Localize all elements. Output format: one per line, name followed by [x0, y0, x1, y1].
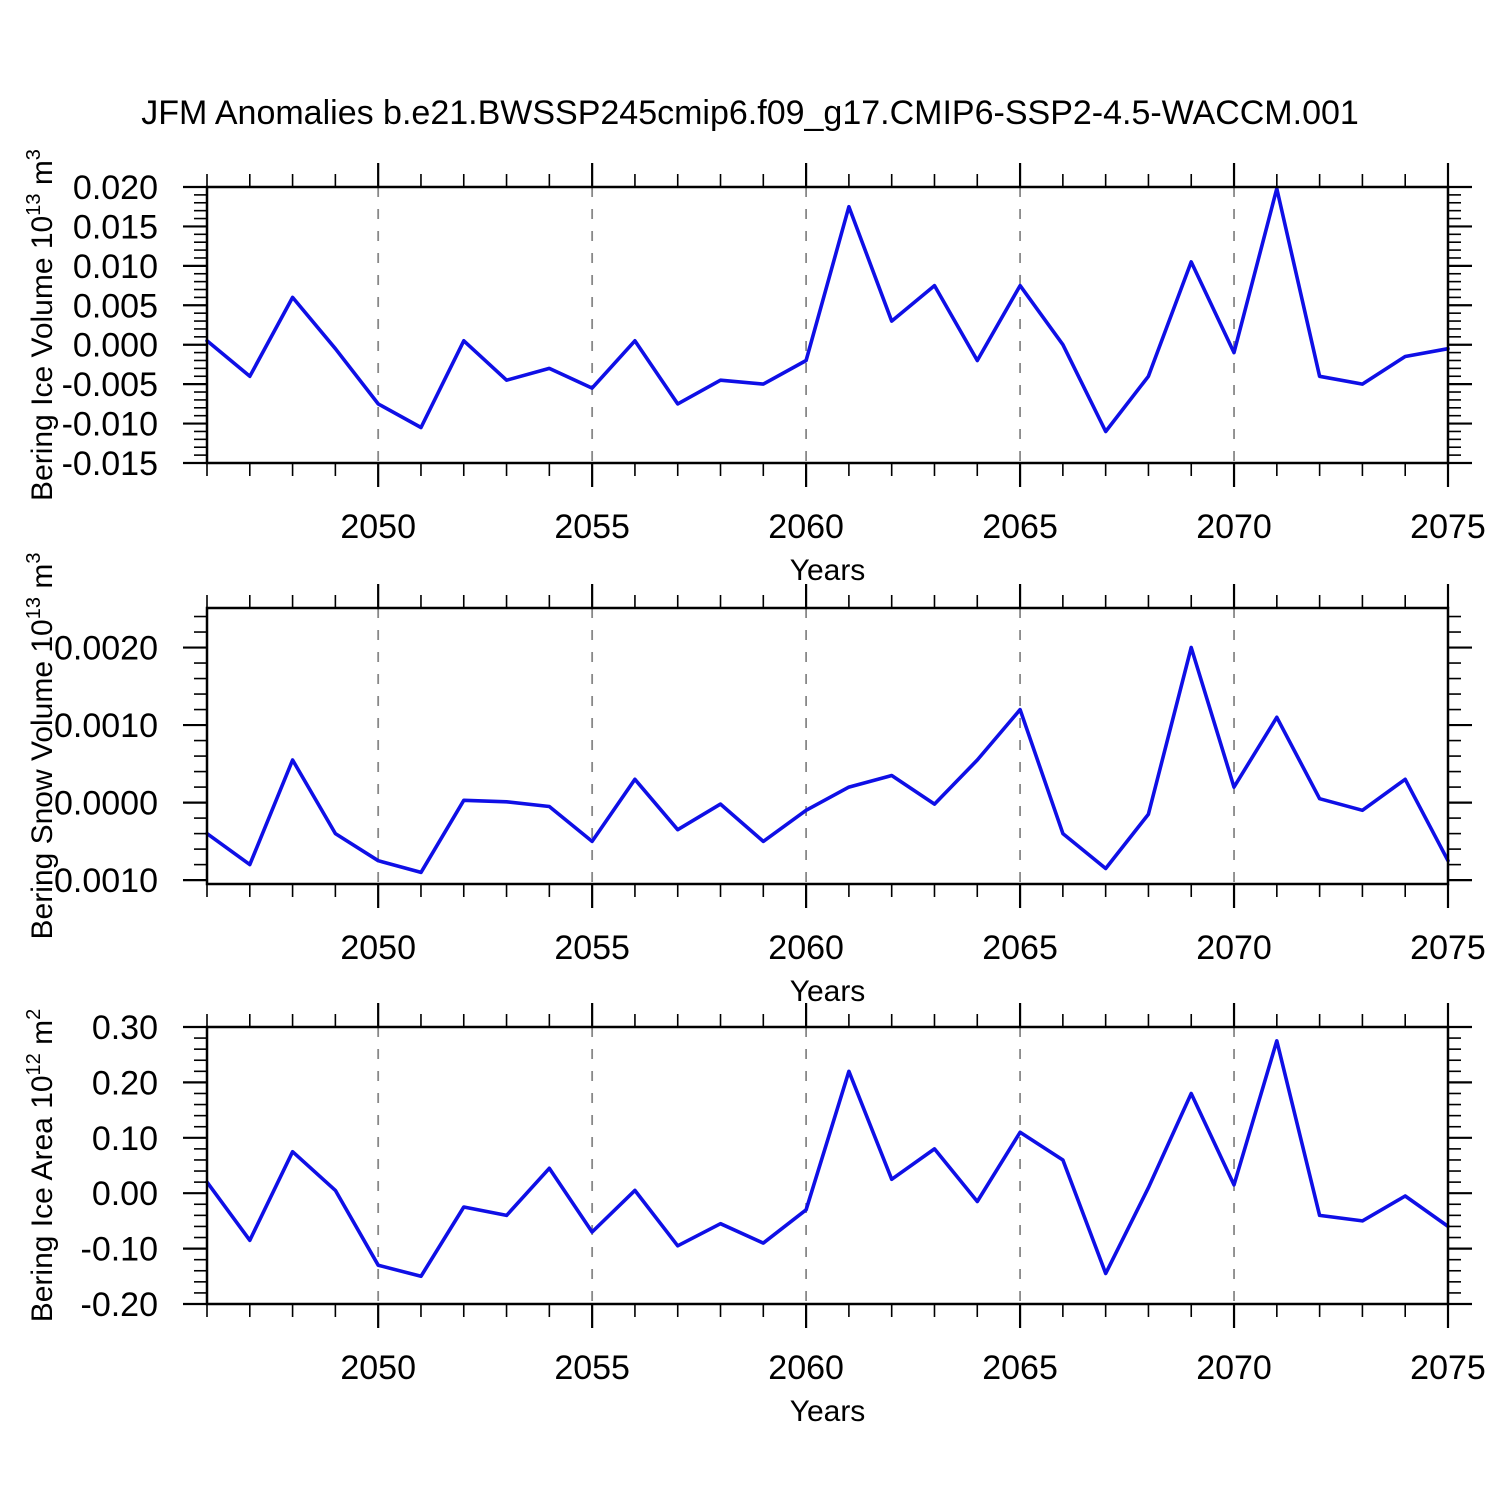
x-tick-label: 2050	[340, 508, 416, 546]
panel-frame	[205, 606, 1450, 886]
panel-bering-ice-volume: 2050 2055 2060 2065 2070 2075Years0.0200.0150…	[23, 149, 1486, 587]
y-tick-label: -0.0010	[43, 862, 158, 900]
x-tick-label: 2070	[1196, 508, 1272, 546]
x-tick-label: 2075	[1410, 929, 1486, 967]
x-tick-label: 2055	[554, 1349, 630, 1387]
panel-bering-ice-area: 2050 2055 2060 2065 2070 2075 Years 0.30 0.20 0.1…	[23, 1003, 1486, 1428]
x-tick-label: 2075	[1410, 508, 1486, 546]
x-axis-title: Years	[790, 1395, 866, 1428]
data-series-line-bering-ice-area	[205, 1039, 1450, 1279]
x-tick-label: 2060	[768, 929, 844, 967]
y-tick-label: 0.010	[73, 248, 158, 286]
x-tick-label: 2050	[340, 1349, 416, 1387]
y-axis-title: Bering Ice Volume 1013 m3	[23, 149, 59, 501]
y-tick-label: 0.00	[92, 1175, 158, 1213]
y-axis-title: Bering Ice Area 1012 m2	[23, 1009, 59, 1323]
y-tick-label: 0.30	[92, 1009, 158, 1047]
x-tick-label: 2050	[340, 929, 416, 967]
x-tick-label: 2055	[554, 929, 630, 967]
y-tick-label: 0.005	[73, 287, 158, 325]
x-tick-label: 2055	[554, 508, 630, 546]
y-tick-label: -0.015	[62, 445, 158, 483]
y-tick-label: -0.10	[81, 1231, 159, 1269]
x-tick-label: 2065	[982, 508, 1058, 546]
x-axis-title: Years	[790, 975, 866, 1008]
x-tick-label: 2075	[1410, 1349, 1486, 1387]
y-axis-title: Bering Snow Volume 1013 m3	[23, 553, 59, 940]
x-axis-title: Years	[790, 554, 866, 587]
y-tick-label: 0.10	[92, 1120, 158, 1158]
x-tick-label: 2060	[768, 508, 844, 546]
x-tick-label: 2065	[982, 929, 1058, 967]
y-tick-label: 0.0010	[54, 707, 158, 745]
data-series-line-bering-ice-volume	[205, 186, 1450, 434]
y-tick-label: 0.20	[92, 1064, 158, 1102]
y-tick-label: 0.0000	[54, 785, 158, 823]
y-tick-label: -0.20	[81, 1286, 159, 1324]
y-tick-label: 0.015	[73, 208, 158, 246]
x-tick-label: 2070	[1196, 929, 1272, 967]
y-tick-label: 0.0020	[54, 630, 158, 668]
y-tick-label: -0.010	[62, 406, 158, 444]
x-tick-label: 2070	[1196, 1349, 1272, 1387]
x-tick-label: 2065	[982, 1349, 1058, 1387]
plot-title: JFM Anomalies b.e21.BWSSP245cmip6.f09_g1…	[141, 94, 1359, 132]
panel-frame	[205, 185, 1450, 465]
panel-bering-snow-volume: 2050 2055 2060 2065 2070 2075 Years 0.0020 0.001…	[23, 553, 1486, 1008]
y-tick-label: 0.020	[73, 169, 158, 207]
y-tick-label: -0.005	[62, 366, 158, 404]
y-tick-label: 0.000	[73, 327, 158, 365]
data-series-line-bering-snow-volume	[205, 645, 1450, 875]
x-tick-label: 2060	[768, 1349, 844, 1387]
panel-frame	[205, 1025, 1450, 1306]
